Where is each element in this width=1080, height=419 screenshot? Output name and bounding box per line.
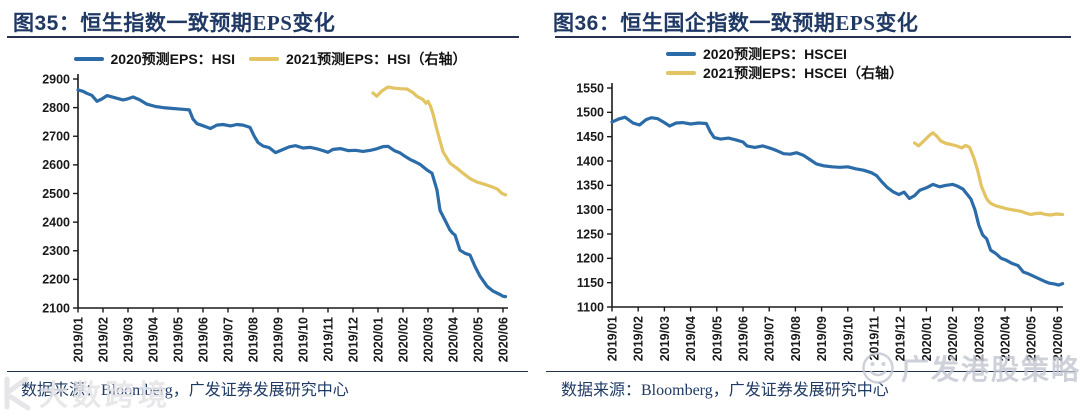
y-tick-label: 1200 [576,252,604,266]
x-axis-ticks: 2019/01 2019/02 2019/03 2019/04 2019/05 2019/… [72,308,511,362]
figure-36-panel: 图36：恒生国企指数一致预期EPS变化 2020预测EPS：HSCEI 2021预… [540,0,1080,419]
y-tick-label: 1450 [576,130,604,144]
x-tick-label: 2019/02 [632,316,646,361]
y-tick-label: 1250 [576,227,604,241]
x-tick-label: 2019/02 [97,317,111,362]
series-line-eps2020 [76,88,508,299]
y-tick-label: 1350 [576,179,604,193]
x-tick-label: 2020/02 [946,316,960,361]
x-tick-label: 2019/01 [606,316,620,361]
x-tick-label: 2019/03 [658,316,672,361]
legend-item-eps2020: 2020预测EPS：HSCEI [666,45,903,63]
x-tick-label: 2019/08 [789,316,803,361]
legend-label-eps2020: 2020预测EPS：HSI [110,51,236,67]
x-tick-label: 2019/07 [222,317,236,362]
legend-label-eps2021: 2021预测EPS：HSCEI（右轴） [703,65,903,81]
legend-label-eps2020: 2020预测EPS：HSCEI [703,46,847,62]
y-tick-label: 2500 [42,187,70,201]
x-tick-label: 2019/01 [72,317,86,362]
x-tick-label: 2020/04 [447,317,461,362]
x-tick-label: 2019/06 [197,317,211,362]
y-tick-label: 2900 [42,72,70,86]
figure-35-panel: 图35：恒生指数一致预期EPS变化 2020预测EPS：HSI 2021预测EPS… [0,7,540,399]
x-tick-label: 2019/03 [122,317,136,362]
x-tick-label: 2019/04 [684,316,698,361]
x-tick-label: 2020/04 [999,316,1013,361]
figure-35-label: 图35： [13,12,81,35]
source-divider [7,371,528,372]
figure-35-title-text: 恒生指数一致预期EPS变化 [80,11,336,35]
figure-36-title: 图36：恒生国企指数一致预期EPS变化 [553,7,918,37]
x-tick-label: 2020/03 [422,317,436,362]
y-tick-label: 2600 [42,158,70,172]
y-tick-label: 1500 [576,106,604,120]
x-tick-label: 2019/09 [272,317,286,362]
y-tick-label: 1100 [577,300,604,314]
legend-label-eps2021: 2021预测EPS：HSI（右轴） [286,51,467,67]
source-divider [546,371,1075,372]
hsi-eps-chart: 2100 2200 2300 2400 2500 2600 2700 2800 2900 2019… [42,72,511,362]
legend-swatch-eps2021 [249,57,279,61]
figure-35-title: 图35：恒生指数一致预期EPS变化 [13,7,335,37]
title-divider [7,36,519,38]
x-tick-label: 2019/08 [247,317,261,362]
x-tick-label: 2019/09 [815,316,829,361]
x-tick-label: 2020/01 [372,317,386,362]
figure-36-label: 图36： [553,12,621,35]
y-tick-label: 2700 [42,130,70,144]
x-tick-label: 2020/05 [1025,316,1039,361]
x-tick-label: 2019/11 [322,317,336,362]
legend-swatch-eps2020 [666,52,696,56]
x-axis-ticks: 2019/01 2019/02 2019/03 2019/04 2019/05 2019/… [606,307,1065,361]
x-tick-label: 2020/06 [1051,316,1065,361]
y-tick-label: 2400 [42,215,70,229]
y-tick-label: 2300 [42,244,70,258]
figure-35-source: 数据来源：Bloomberg，广发证券发展研究中心 [21,382,349,399]
y-axis-ticks: 1100 1150 1200 1250 1300 1350 1400 1450 1500 1550 [576,81,612,314]
series-line-eps2021 [913,131,1065,217]
legend-swatch-eps2021 [666,71,696,75]
x-tick-label: 2019/11 [868,316,882,361]
y-axis-ticks: 2100 2200 2300 2400 2500 2600 2700 2800 2900 [42,72,78,315]
axes [77,74,508,309]
series-line-eps2020 [610,115,1065,287]
legend-swatch-eps2020 [73,57,104,61]
x-tick-label: 2019/06 [737,316,751,361]
hscei-eps-chart: 1100 1150 1200 1250 1300 1350 1400 1450 1500 1550… [576,81,1065,361]
x-tick-label: 2019/12 [894,316,908,361]
y-tick-label: 2200 [42,273,70,287]
y-tick-label: 1400 [576,154,604,168]
x-tick-label: 2019/05 [710,316,724,361]
figure-36-legend: 2020预测EPS：HSCEI 2021预测EPS：HSCEI（右轴） [666,45,903,82]
y-tick-label: 2100 [42,301,70,315]
x-tick-label: 2020/03 [972,316,986,361]
y-tick-label: 1300 [576,203,604,217]
x-tick-label: 2020/06 [497,317,511,362]
title-divider [555,36,1071,38]
figure-36-source: 数据来源：Bloomberg，广发证券发展研究中心 [561,382,889,399]
x-tick-label: 2019/10 [297,317,311,362]
x-tick-label: 2020/05 [472,317,486,362]
legend-item-eps2021: 2021预测EPS：HSCEI（右轴） [666,64,903,82]
y-tick-label: 2800 [42,101,70,115]
x-tick-label: 2019/07 [763,316,777,361]
x-tick-label: 2020/02 [397,317,411,362]
y-tick-label: 1550 [576,81,604,95]
series-line-eps2021 [371,85,508,197]
x-tick-label: 2020/01 [920,316,934,361]
figure-35-legend: 2020预测EPS：HSI 2021预测EPS：HSI（右轴） [0,50,540,68]
x-tick-label: 2019/12 [347,317,361,362]
axes [611,83,1063,308]
legend-item-eps2021: 2021预测EPS：HSI（右轴） [249,50,467,68]
x-tick-label: 2019/05 [172,317,186,362]
figure-36-title-text: 恒生国企指数一致预期EPS变化 [620,11,919,35]
legend-item-eps2020: 2020预测EPS：HSI [73,50,236,68]
x-tick-label: 2019/10 [841,316,855,361]
x-tick-label: 2019/04 [147,317,161,362]
y-tick-label: 1150 [577,276,604,290]
